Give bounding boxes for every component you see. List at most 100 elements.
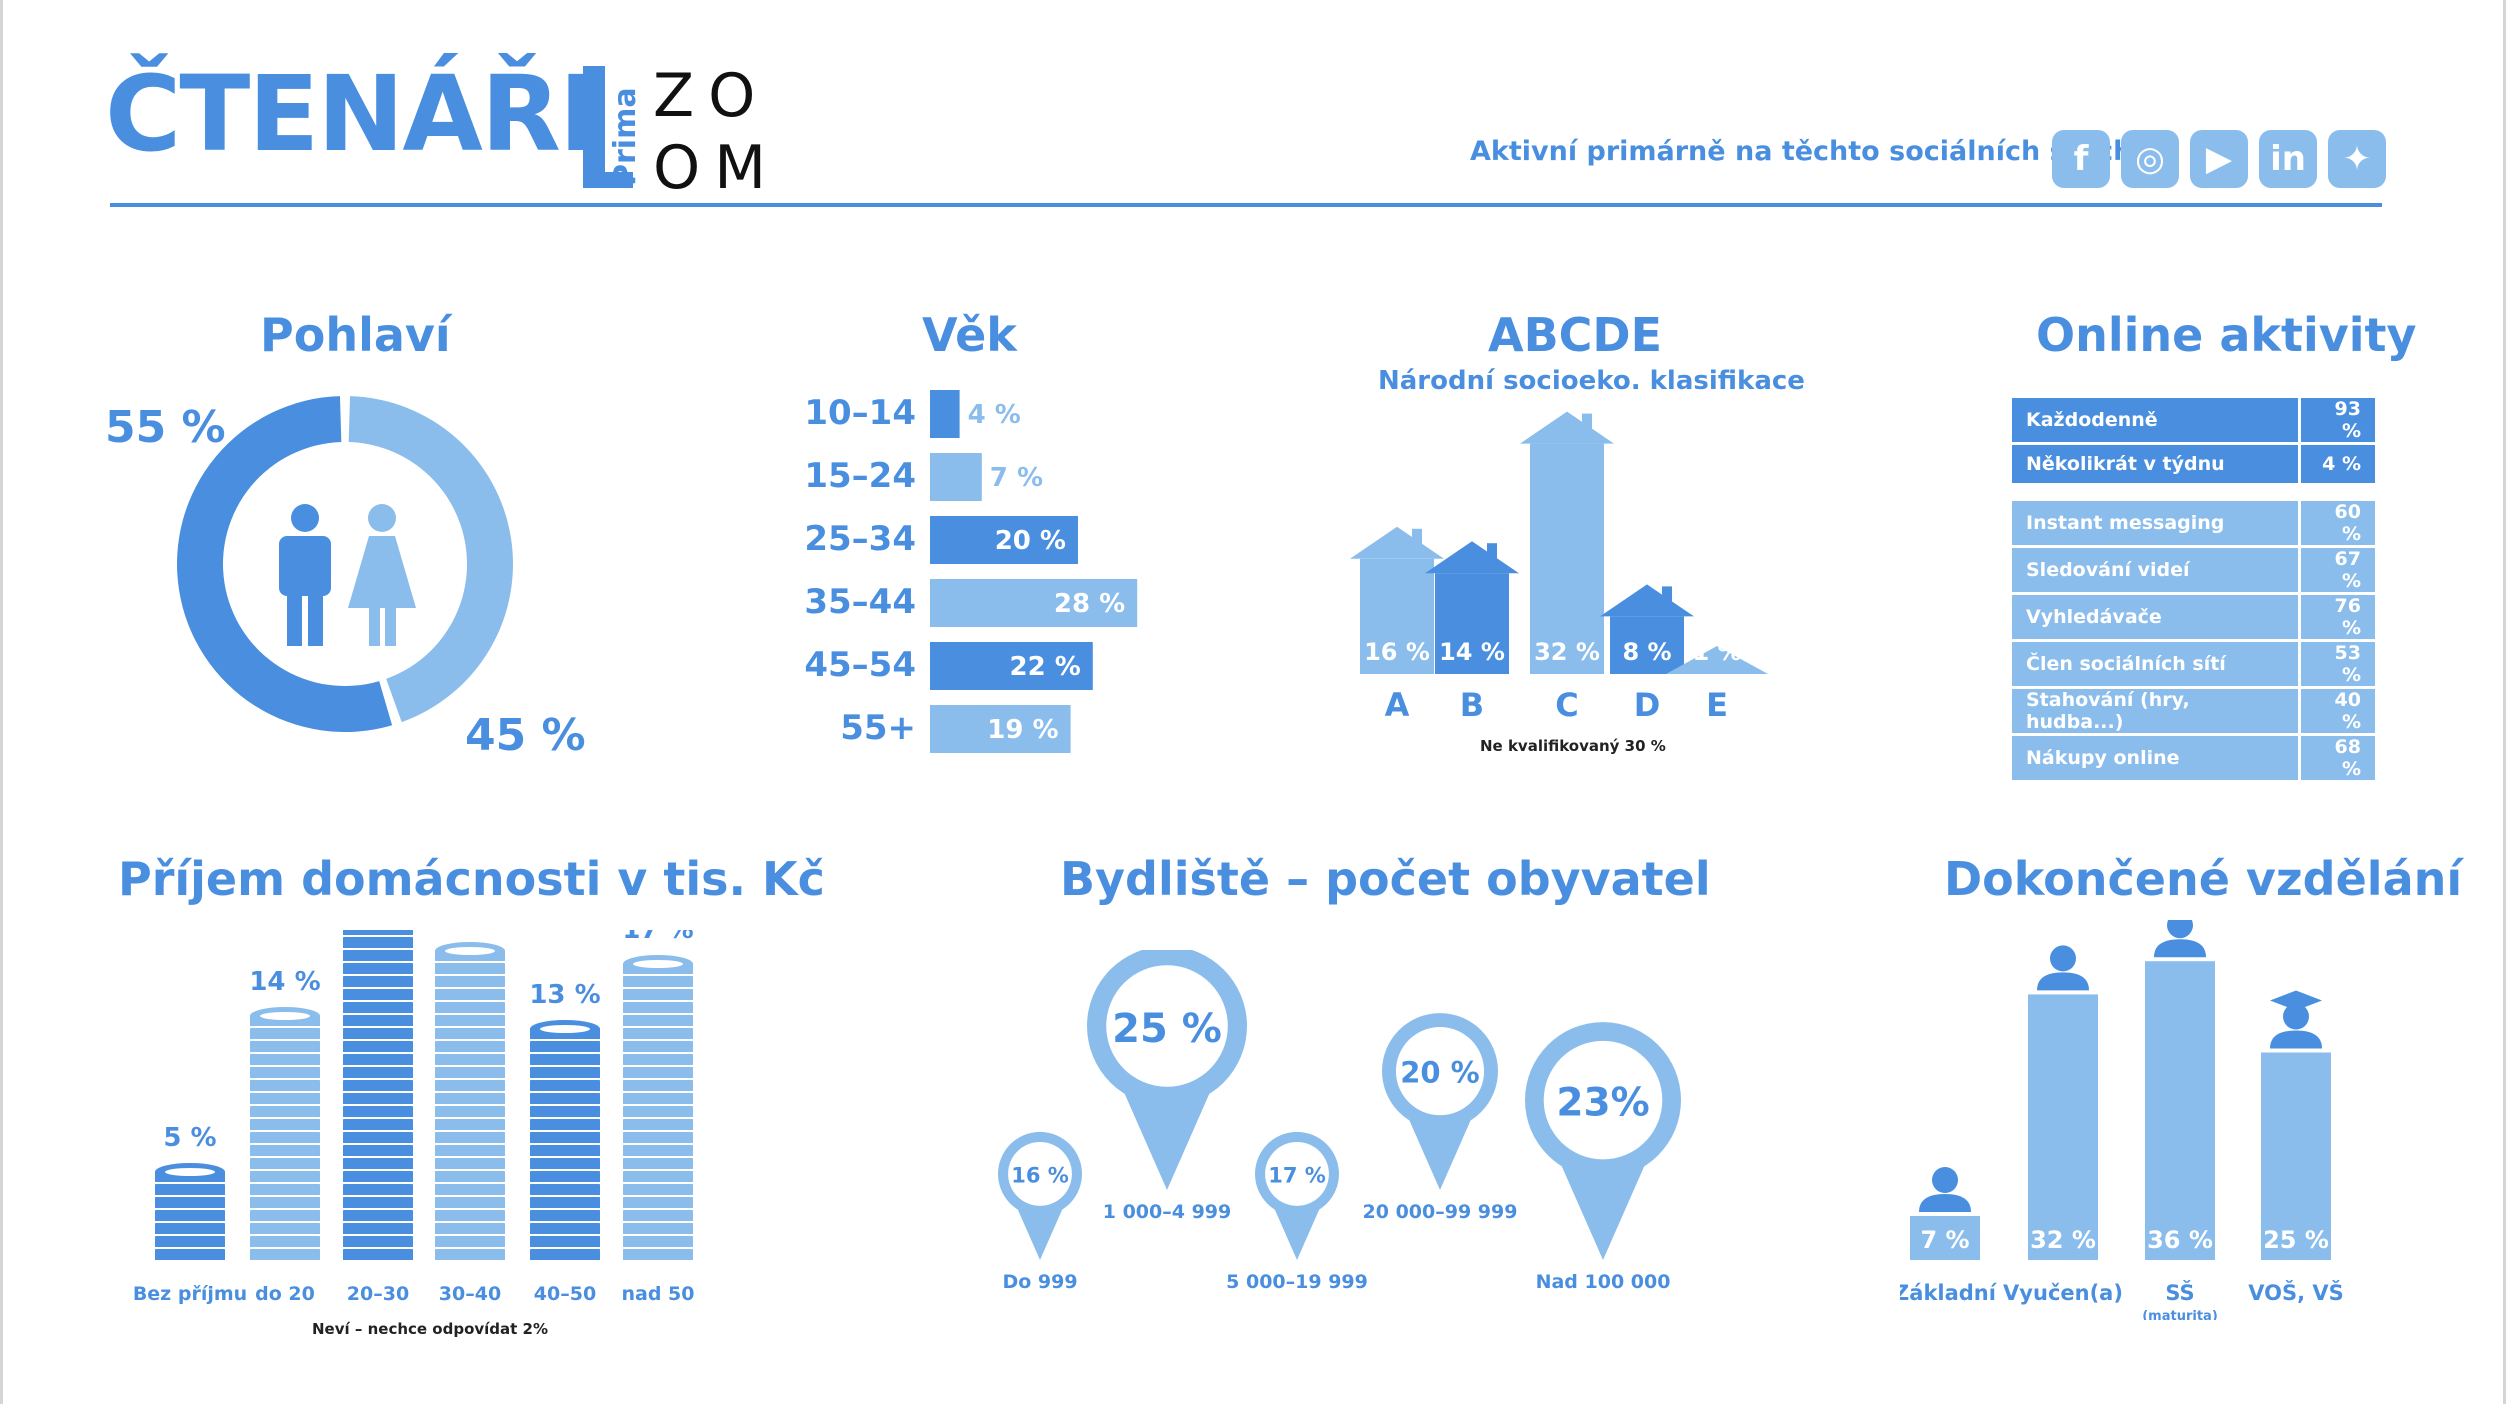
female-icon [348, 504, 416, 646]
social-networks-label: Aktivní primárně na těchto sociálních sí… [1470, 136, 2144, 167]
education-category-label: Základní [1900, 1281, 1998, 1305]
income-category-label: 40–50 [534, 1283, 596, 1305]
activity-label: Každodenně [2012, 398, 2298, 442]
logo-text-bottom: OM [653, 133, 780, 196]
age-bar [930, 453, 982, 501]
coin-stack [250, 1007, 320, 1262]
age-value-label: 28 % [1054, 589, 1125, 619]
education-category-label: VOŠ, VŠ [2248, 1280, 2344, 1305]
person-icon [1919, 1167, 1971, 1212]
income-category-label: do 20 [255, 1283, 315, 1305]
house-bar-A [1350, 526, 1444, 674]
abcde-title: ABCDE [1488, 308, 1663, 362]
education-category-label: Vyučen(a) [2003, 1281, 2123, 1305]
youtube-icon[interactable]: ▶ [2190, 130, 2248, 188]
age-value-label: 7 % [990, 463, 1043, 493]
age-category-label: 25–34 [804, 519, 916, 559]
graduation-cap-icon [2270, 990, 2322, 1011]
activity-label: Vyhledávače [2012, 595, 2298, 639]
education-value-label: 25 % [2263, 1226, 2329, 1254]
coin-stack [435, 942, 505, 1262]
activity-row: Vyhledávače 76 % [2012, 595, 2375, 639]
house-value-label: 8 % [1622, 638, 1671, 666]
age-value-label: 20 % [995, 526, 1066, 556]
activity-label: Instant messaging [2012, 501, 2298, 545]
age-bar [930, 642, 1093, 690]
coin-stack [530, 1020, 600, 1262]
instagram-icon[interactable]: ◎ [2121, 130, 2179, 188]
education-bar [1910, 1216, 1980, 1260]
age-category-label: 45–54 [804, 645, 916, 685]
header-divider [110, 203, 2382, 207]
abcde-subtitle: Národní socioeko. klasifikace [1378, 366, 1805, 396]
education-bar [2145, 961, 2215, 1260]
house-value-label: 14 % [1439, 638, 1505, 666]
twitter-icon[interactable]: ✦ [2328, 130, 2386, 188]
online-activities-table: Každodenně 93 % Několikrát v týdnu 4 % Insta… [2012, 395, 2375, 783]
house-bar-B [1425, 541, 1519, 674]
activity-label: Stahování (hry, hudba...) [2012, 689, 2298, 733]
pin-category-label: 20 000–99 999 [1363, 1201, 1518, 1223]
pin-value-label: 25 % [1112, 1006, 1222, 1052]
activity-value: 60 % [2298, 501, 2375, 545]
age-value-label: 4 % [968, 400, 1021, 430]
location-pin [998, 1131, 1082, 1260]
male-icon [279, 504, 331, 646]
education-value-label: 32 % [2030, 1226, 2096, 1254]
education-value-label: 36 % [2147, 1226, 2213, 1254]
donut-label-male: 55 % [105, 402, 226, 453]
facebook-icon[interactable]: f [2052, 130, 2110, 188]
activity-row: Sledování videí 67 % [2012, 548, 2375, 592]
house-bar-D [1600, 584, 1694, 674]
house-value-label: 32 % [1534, 638, 1600, 666]
activity-value: 40 % [2298, 689, 2375, 733]
education-category-label: SŠ [2165, 1280, 2194, 1305]
pin-value-label: 16 % [1011, 1163, 1069, 1187]
house-category-label: A [1385, 686, 1410, 724]
pin-category-label: 5 000–19 999 [1226, 1271, 1368, 1293]
activity-value: 53 % [2298, 642, 2375, 686]
location-pin [1255, 1131, 1339, 1260]
income-value-label: 17 % [622, 930, 693, 945]
age-title: Věk [922, 308, 1017, 362]
age-bar [930, 516, 1078, 564]
house-category-label: B [1460, 686, 1484, 724]
person-icon [2154, 920, 2206, 958]
activity-value: 67 % [2298, 548, 2375, 592]
residence-title: Bydliště – počet obyvatel [1060, 852, 1711, 906]
gender-title: Pohlaví [260, 308, 451, 362]
abcde-house-chart: 16 % A 14 % B 32 % C 8 % D 1 % E [1350, 411, 1768, 724]
person-icon [2037, 945, 2089, 991]
location-pin [1382, 1013, 1498, 1190]
donut-slice-male [177, 396, 393, 732]
residence-pin-chart: 16 % Do 999 25 % 1 000–4 999 17 % 5 000–19 99… [998, 950, 1681, 1293]
education-bar [2028, 994, 2098, 1260]
linkedin-icon[interactable]: in [2259, 130, 2317, 188]
income-category-label: Bez příjmu [133, 1283, 247, 1305]
education-title: Dokončené vzdělání [1944, 852, 2463, 906]
house-bar-C [1520, 411, 1614, 674]
income-category-label: 30–40 [439, 1283, 501, 1305]
activity-row: Každodenně 93 % [2012, 398, 2375, 442]
frame-right [2503, 0, 2506, 1404]
location-pin [1087, 950, 1247, 1190]
pin-value-label: 23% [1556, 1081, 1649, 1126]
income-note: Neví – nechce odpovídat 2% [312, 1320, 549, 1338]
coin-stack [343, 930, 413, 1262]
education-value-label: 7 % [1920, 1226, 1969, 1254]
age-bar [930, 390, 960, 438]
coin-stack [623, 955, 693, 1262]
age-bar-chart: 10–14 4 % 15–24 7 % 25–34 20 % 35–44 28 % 45–54 2… [804, 390, 1138, 753]
prima-zoom-logo: Prima ZO OM [583, 62, 780, 196]
house-bar-E [1666, 646, 1768, 674]
person-icon [2270, 990, 2322, 1049]
pin-category-label: Do 999 [1002, 1271, 1077, 1293]
age-category-label: 10–14 [804, 393, 916, 433]
activity-label: Nákupy online [2012, 736, 2298, 780]
activity-label: Člen sociálních sítí [2012, 642, 2298, 686]
activity-row: Nákupy online 68 % [2012, 736, 2375, 780]
activity-value: 4 % [2298, 445, 2375, 483]
activity-value: 76 % [2298, 595, 2375, 639]
age-value-label: 22 % [1010, 652, 1081, 682]
